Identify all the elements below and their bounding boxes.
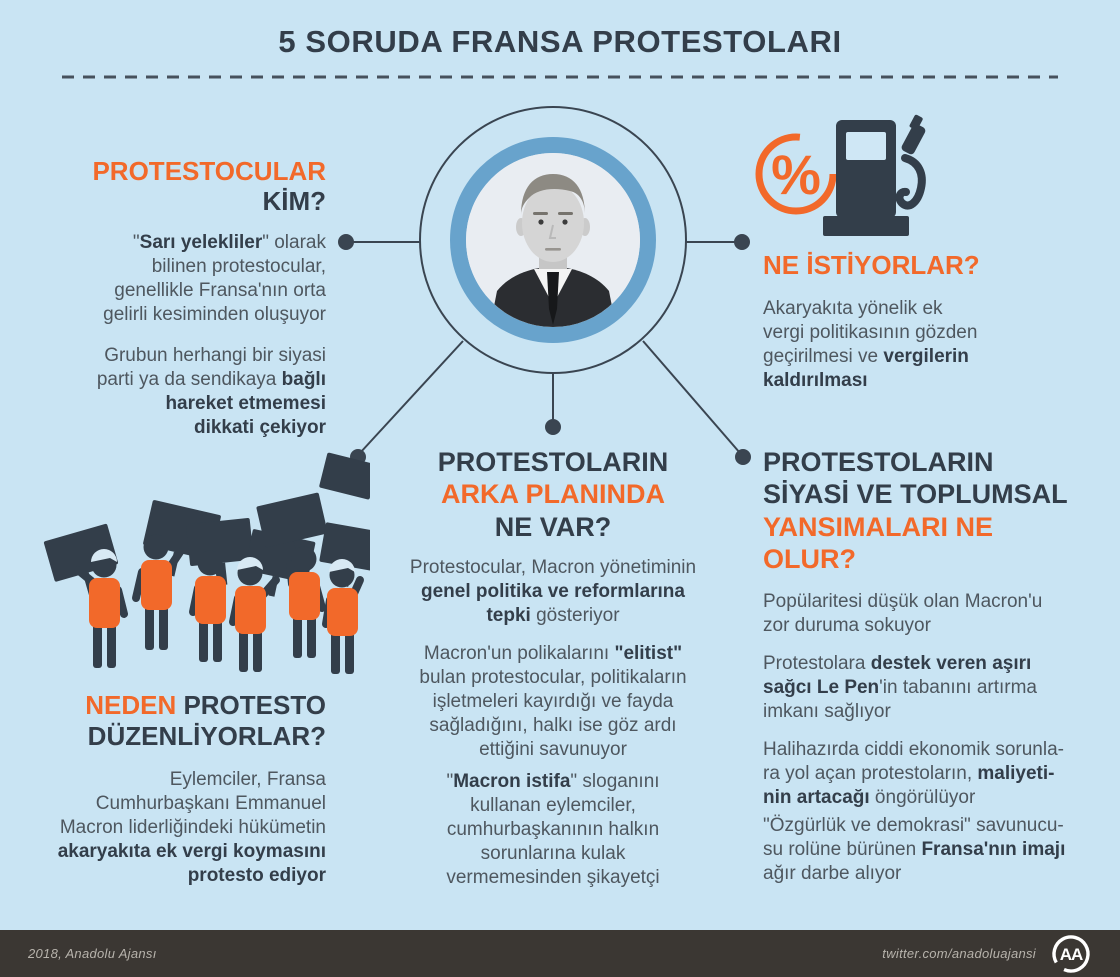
why-heading: NEDEN PROTESTO DÜZENLİYORLAR? [85,690,326,751]
aa-logo-text: AA [1060,945,1083,964]
page-title: 5 SORUDA FRANSA PROTESTOLARI [278,24,842,59]
background-paragraph-1: Protestocular, Macron yönetiminin genel … [409,557,697,626]
percent-icon: % [755,133,837,215]
svg-text:%: % [771,143,821,206]
want-heading: NE İSTİYORLAR? [763,250,980,280]
footer-credit: 2018, Anadolu Ajansı [28,946,157,961]
impact-paragraph-2: Protestolara destek veren aşırı sağcı Le… [763,653,1037,722]
impact-paragraph-1: Popülaritesi düşük olan Macron'u zor dur… [763,591,1043,636]
who-paragraph-1: "Sarı yelekliler" olarak bilinen protest… [103,232,326,325]
protesters-illustration [43,452,370,674]
impact-paragraph-4: "Özgürlük ve demokrasi" savunucu- su rol… [763,815,1066,884]
aa-logo-icon: AA [1052,934,1090,973]
footer-twitter-link[interactable]: twitter.com/anadoluajansi [882,946,1036,961]
macron-portrait [450,137,656,343]
who-paragraph-2: Grubun herhangi bir siyasi parti ya da s… [96,345,326,438]
footer-bar: 2018, Anadolu Ajansı twitter.com/anadolu… [0,930,1120,977]
macron-portrait-image [466,153,640,327]
impact-heading: PROTESTOLARIN SİYASİ VE TOPLUMSAL YANSIM… [763,447,1068,575]
background-paragraph-3: "Macron istifa" sloganını kullanan eylem… [446,771,660,888]
want-paragraph: Akaryakıta yönelik ek vergi politikasını… [763,298,978,391]
background-heading: PROTESTOLARIN ARKA PLANINDA NE VAR? [437,447,669,542]
fuel-pump-icon: % [755,114,926,236]
why-paragraph: Eylemciler, Fransa Cumhurbaşkanı Emmanue… [57,769,326,886]
impact-paragraph-3: Halihazırda ciddi ekonomik sorunla- ra y… [763,739,1064,808]
background-paragraph-2: Macron'un polikalarını "elitist" bulan p… [419,643,687,760]
who-heading: PROTESTOCULAR KİM? [92,156,326,217]
